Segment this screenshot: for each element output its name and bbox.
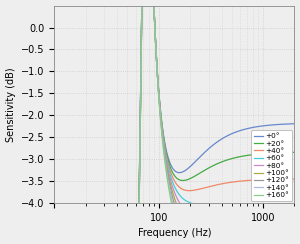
+60°	[264, 203, 268, 205]
Line: +120°: +120°	[86, 0, 294, 244]
Line: +0°: +0°	[86, 0, 294, 244]
+20°	[292, 151, 296, 154]
Line: +60°: +60°	[86, 0, 294, 244]
Line: +100°: +100°	[86, 0, 294, 244]
+80°	[264, 225, 268, 228]
+80°	[242, 225, 246, 228]
+80°	[211, 222, 214, 225]
+40°	[242, 179, 246, 182]
Line: +40°: +40°	[86, 0, 294, 244]
+60°	[242, 203, 246, 206]
+40°	[292, 177, 296, 180]
+20°	[211, 164, 214, 167]
+0°	[242, 128, 246, 131]
+100°	[206, 238, 209, 241]
+60°	[217, 203, 221, 206]
+20°	[264, 152, 268, 155]
Y-axis label: Sensitivity (dB): Sensitivity (dB)	[6, 67, 16, 142]
+20°	[206, 167, 209, 170]
+20°	[242, 154, 246, 157]
+40°	[264, 178, 268, 181]
Line: +140°: +140°	[86, 0, 294, 244]
+40°	[217, 183, 221, 186]
+100°	[211, 240, 214, 243]
+0°	[264, 124, 268, 127]
+80°	[217, 223, 221, 226]
+60°	[292, 202, 296, 205]
+80°	[292, 226, 296, 229]
+20°	[217, 162, 221, 164]
+60°	[211, 203, 214, 206]
+0°	[211, 144, 214, 147]
Line: +80°: +80°	[86, 0, 294, 244]
+60°	[206, 203, 209, 206]
Line: +160°: +160°	[86, 0, 294, 244]
Legend: +0°, +20°, +40°, +60°, +80°, +100°, +120°, +140°, +160°: +0°, +20°, +40°, +60°, +80°, +100°, +120…	[251, 130, 292, 201]
+0°	[206, 149, 209, 152]
+40°	[206, 186, 209, 189]
+100°	[217, 242, 221, 244]
+0°	[292, 122, 296, 125]
+40°	[211, 184, 214, 187]
X-axis label: Frequency (Hz): Frequency (Hz)	[138, 228, 211, 238]
+0°	[217, 139, 221, 142]
+80°	[206, 221, 209, 224]
Line: +20°: +20°	[86, 0, 294, 244]
